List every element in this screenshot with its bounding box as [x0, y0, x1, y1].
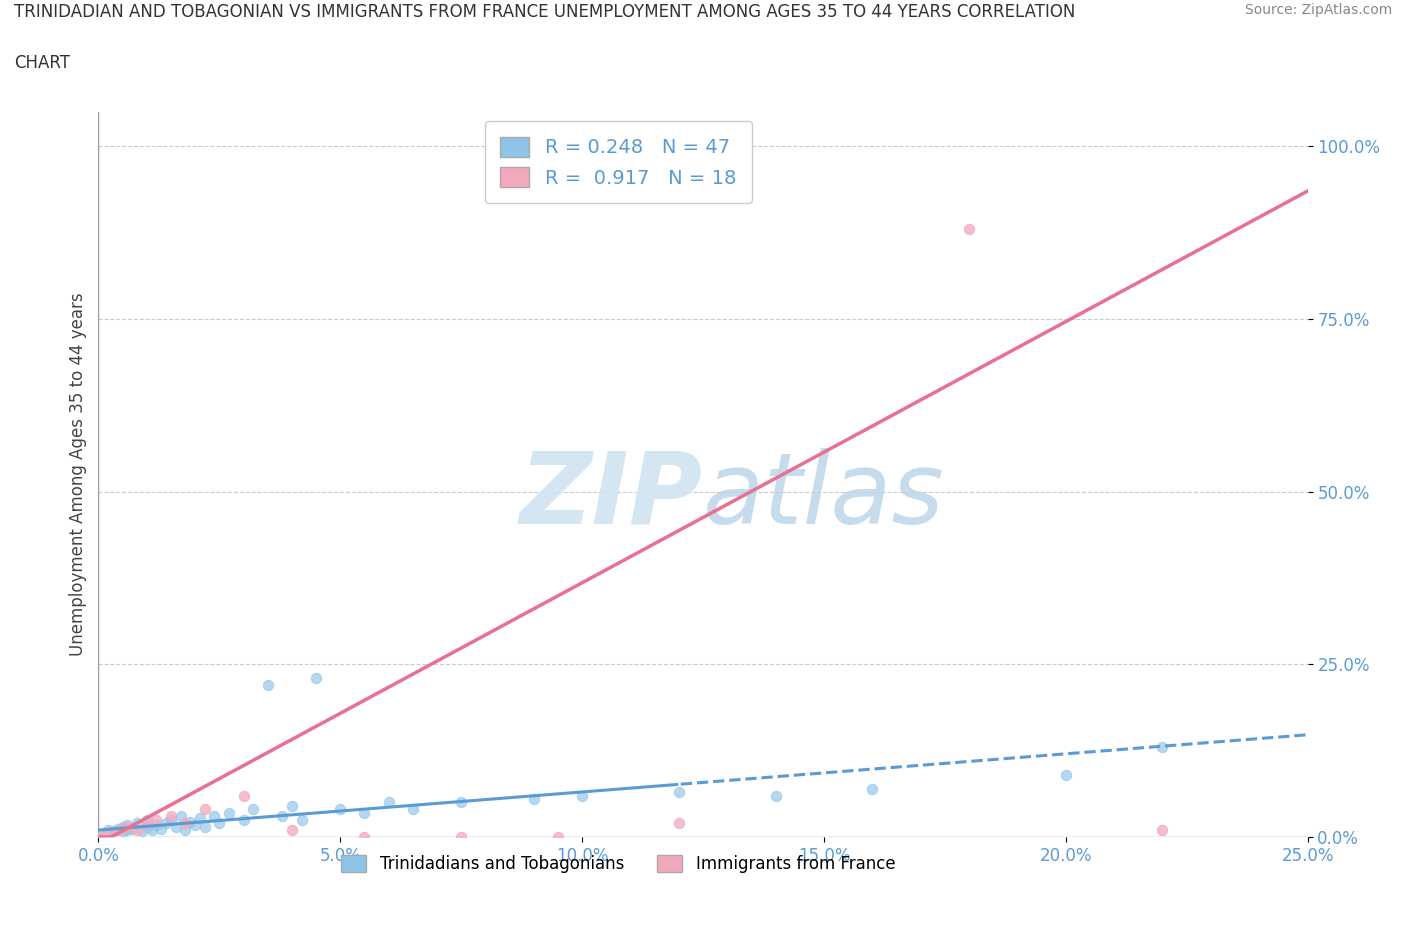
Point	[111, 824, 134, 839]
Point	[117, 819, 139, 834]
Point	[290, 812, 312, 827]
Point	[188, 810, 211, 825]
Point	[547, 830, 569, 844]
Point	[218, 805, 240, 820]
Point	[101, 824, 124, 839]
Point	[135, 812, 157, 827]
Point	[450, 795, 472, 810]
Point	[107, 821, 129, 836]
Point	[160, 812, 183, 827]
Point	[281, 823, 304, 838]
Point	[450, 830, 472, 844]
Point	[145, 812, 167, 827]
Point	[121, 821, 143, 836]
Point	[150, 821, 173, 836]
Point	[107, 823, 129, 838]
Point	[111, 819, 134, 834]
Point	[271, 809, 294, 824]
Point	[305, 671, 328, 685]
Point	[1152, 823, 1174, 838]
Point	[668, 816, 690, 830]
Point	[208, 816, 231, 830]
Y-axis label: Unemployment Among Ages 35 to 44 years: Unemployment Among Ages 35 to 44 years	[69, 293, 87, 656]
Point	[194, 819, 217, 834]
Point	[353, 830, 375, 844]
Point	[353, 805, 375, 820]
Point	[1054, 767, 1077, 782]
Point	[194, 802, 217, 817]
Point	[117, 823, 139, 838]
Point	[155, 816, 177, 830]
Point	[765, 788, 787, 803]
Point	[97, 823, 120, 838]
Text: CHART: CHART	[14, 54, 70, 72]
Point	[377, 795, 399, 810]
Point	[204, 809, 226, 824]
Point	[87, 830, 110, 844]
Point	[179, 815, 201, 830]
Point	[127, 823, 149, 838]
Point	[174, 823, 197, 838]
Text: Source: ZipAtlas.com: Source: ZipAtlas.com	[1244, 3, 1392, 17]
Point	[127, 816, 149, 830]
Point	[160, 809, 183, 824]
Point	[135, 816, 157, 830]
Point	[135, 819, 157, 834]
Point	[1152, 739, 1174, 754]
Point	[174, 816, 197, 830]
Point	[242, 802, 264, 817]
Point	[281, 799, 304, 814]
Point	[860, 781, 883, 796]
Point	[97, 826, 120, 841]
Point	[141, 823, 163, 838]
Point	[117, 817, 139, 832]
Point	[165, 819, 187, 834]
Point	[523, 791, 546, 806]
Point	[402, 802, 425, 817]
Point	[131, 824, 153, 839]
Text: atlas: atlas	[703, 447, 945, 545]
Text: ZIP: ZIP	[520, 447, 703, 545]
Point	[256, 678, 278, 693]
Point	[232, 812, 254, 827]
Legend: Trinidadians and Tobagonians, Immigrants from France: Trinidadians and Tobagonians, Immigrants…	[335, 848, 903, 880]
Point	[87, 826, 110, 841]
Point	[184, 817, 207, 832]
Point	[668, 785, 690, 800]
Point	[169, 809, 191, 824]
Point	[145, 817, 167, 832]
Point	[957, 221, 980, 236]
Point	[571, 788, 593, 803]
Text: TRINIDADIAN AND TOBAGONIAN VS IMMIGRANTS FROM FRANCE UNEMPLOYMENT AMONG AGES 35 : TRINIDADIAN AND TOBAGONIAN VS IMMIGRANTS…	[14, 3, 1076, 20]
Point	[232, 788, 254, 803]
Point	[329, 802, 352, 817]
